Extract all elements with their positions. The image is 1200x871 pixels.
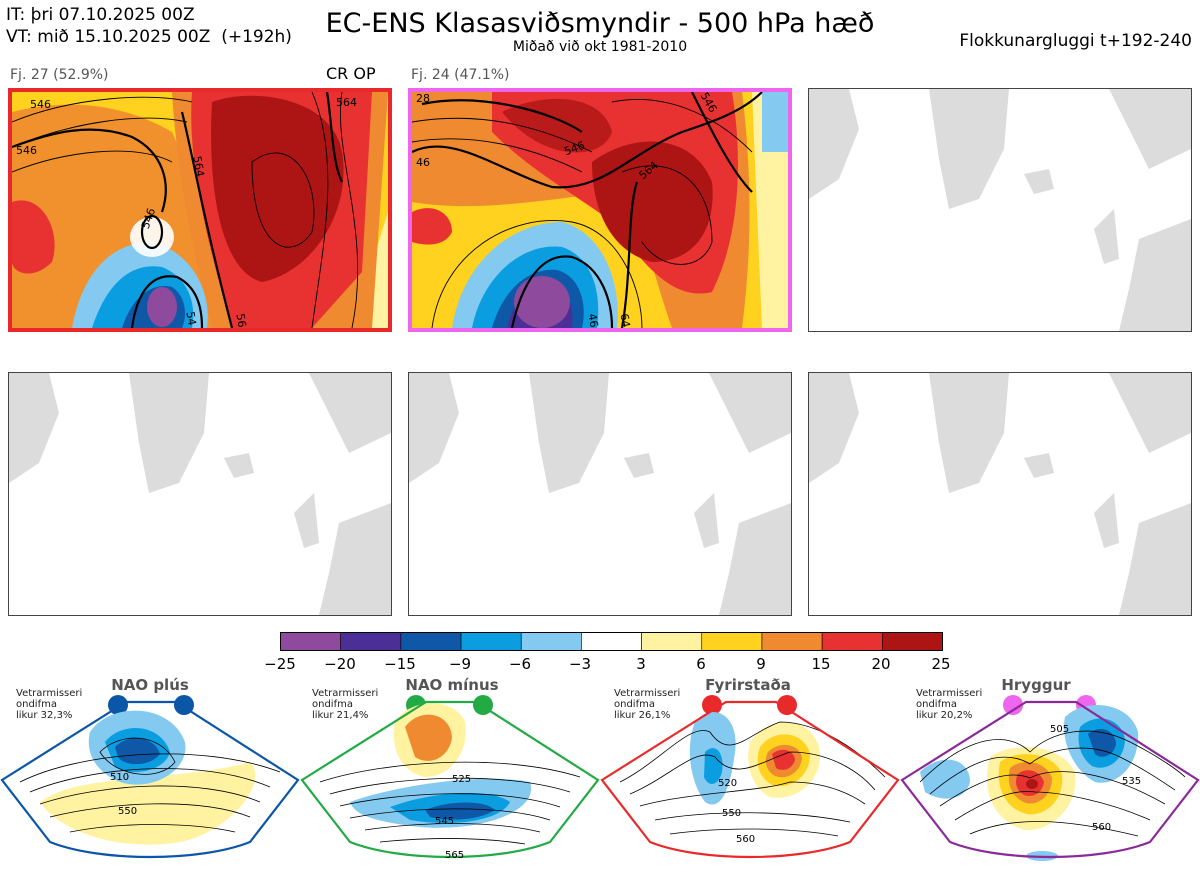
empty-map-panel xyxy=(8,372,392,616)
basemap xyxy=(9,373,391,615)
colorbar-cell xyxy=(821,632,883,651)
colorbar-cell xyxy=(701,632,763,651)
colorbar-cell xyxy=(761,632,823,651)
contour-label: 546 xyxy=(16,144,37,157)
contour-label: 520 xyxy=(718,778,737,789)
contour-label: 565 xyxy=(445,850,464,861)
colorbar-tick: 3 xyxy=(636,655,646,673)
empty-map-panel xyxy=(808,372,1192,616)
contour-label: 545 xyxy=(435,816,454,827)
regime-title: NAO mínus xyxy=(405,676,499,694)
page-subtitle: Miðað við okt 1981-2010 xyxy=(512,39,688,55)
colorbar-tick: −25 xyxy=(264,655,296,673)
empty-map-panel xyxy=(808,88,1192,332)
colorbar-cell xyxy=(581,632,642,651)
empty-map-panel xyxy=(408,372,792,616)
colorbar-tick: 20 xyxy=(871,655,891,673)
colorbar-tick: −15 xyxy=(384,655,416,673)
cluster-2-label: Fj. 24 (47.1%) xyxy=(411,67,510,83)
contour-label: 550 xyxy=(118,806,137,817)
colorbar-cell xyxy=(520,632,582,651)
page-title: EC-ENS Klasasviðsmyndir - 500 hPa hæð xyxy=(325,8,875,39)
colorbar-tick: −3 xyxy=(568,655,592,673)
header-info: IT: þri 07.10.2025 00Z VT: mið 15.10.2025… xyxy=(6,4,292,48)
contour-label: 510 xyxy=(110,772,129,783)
colorbar-cell xyxy=(460,632,522,651)
regime-stats: Vetrarmisseri ondifma likur 32,3% xyxy=(16,688,83,721)
cluster-1-tag: CR OP xyxy=(326,64,376,83)
cluster-2-anomaly-field xyxy=(412,92,788,328)
cluster-2-map[interactable]: 28 46 546 564 46 64 546 xyxy=(408,88,792,332)
regime-stats: Vetrarmisseri ondifma likur 20,2% xyxy=(916,688,983,721)
contour-label: 550 xyxy=(722,808,741,819)
basemap xyxy=(809,89,1191,331)
contour-label: 46 xyxy=(585,312,601,329)
colorbar-tick: 9 xyxy=(756,655,766,673)
cluster-1-map[interactable]: 546 546 564 546 564 54 56 xyxy=(8,88,392,332)
colorbar-tick: 25 xyxy=(931,655,951,673)
colorbar-cell xyxy=(340,632,402,651)
contour-label: 505 xyxy=(1050,724,1069,735)
colorbar xyxy=(280,632,943,651)
regime-stats: Vetrarmisseri ondifma likur 21,4% xyxy=(312,688,379,721)
regime-map-nao-plus: 510 550 xyxy=(0,695,300,859)
regime-map-nao-minus: 525 545 565 xyxy=(300,695,600,861)
cluster-1-label: Fj. 27 (52.9%) xyxy=(10,67,109,83)
classification-window: Flokkunargluggi t+192-240 xyxy=(959,31,1192,51)
contour-label: 64 xyxy=(617,312,633,329)
regime-stats: Vetrarmisseri ondifma likur 26,1% xyxy=(614,688,681,721)
contour-label: 28 xyxy=(416,92,430,105)
colorbar-tick: −20 xyxy=(324,655,356,673)
contour-label: 546 xyxy=(30,98,51,111)
regime-map-fyrirstada: 520 550 560 xyxy=(600,695,900,859)
regime-dot xyxy=(1003,695,1023,715)
cluster-1-anomaly-field xyxy=(12,92,388,328)
regime-map-hryggur: 505 535 560 xyxy=(900,695,1200,861)
regime-dot xyxy=(702,695,722,715)
basemap xyxy=(809,373,1191,615)
contour-label: 46 xyxy=(416,156,430,169)
contour-label: 560 xyxy=(736,834,755,845)
basemap xyxy=(409,373,791,615)
regime-title: Hryggur xyxy=(1001,676,1071,694)
init-time: IT: þri 07.10.2025 00Z xyxy=(6,5,195,25)
colorbar-cell xyxy=(882,632,943,651)
regime-title: NAO plús xyxy=(111,676,189,694)
contour-label: 560 xyxy=(1092,822,1111,833)
contour-label: 535 xyxy=(1122,776,1141,787)
colorbar-tick: −6 xyxy=(508,655,532,673)
colorbar-tick: 15 xyxy=(811,655,831,673)
colorbar-cell xyxy=(400,632,462,651)
colorbar-cell xyxy=(641,632,703,651)
contour-label: 525 xyxy=(452,774,471,785)
colorbar-cell xyxy=(280,632,341,651)
colorbar-tick: 6 xyxy=(696,655,706,673)
colorbar-tick: −9 xyxy=(448,655,472,673)
regime-title: Fyrirstaða xyxy=(705,676,791,694)
contour-label: 54 xyxy=(183,310,199,327)
valid-time: VT: mið 15.10.2025 00Z (+192h) xyxy=(6,27,292,47)
regime-dot xyxy=(777,695,797,715)
contour-label: 56 xyxy=(233,312,249,329)
contour-label: 564 xyxy=(336,96,357,109)
